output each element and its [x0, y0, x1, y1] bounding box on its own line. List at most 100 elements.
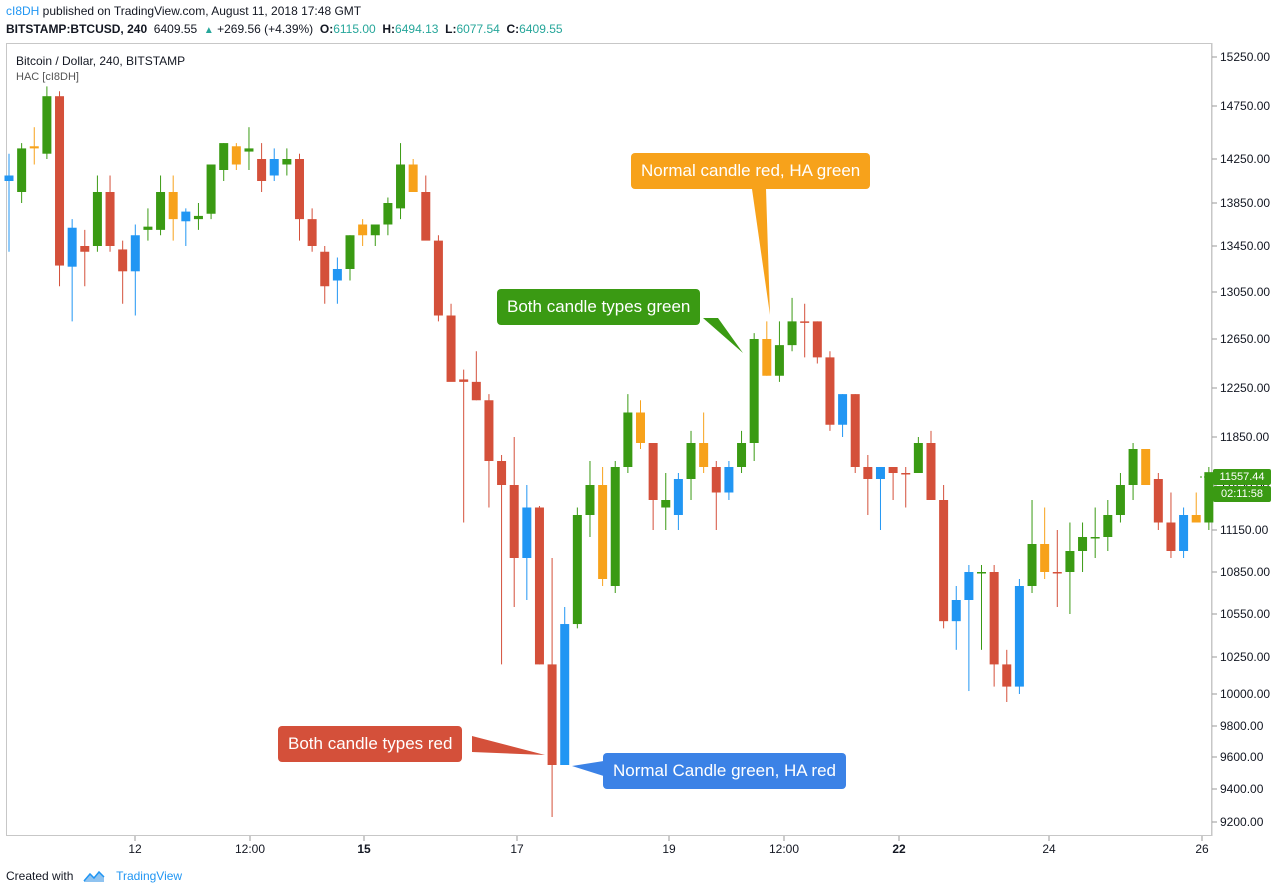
x-tick-label: 24	[1042, 842, 1056, 856]
candle-body	[484, 400, 494, 461]
y-tick-label: 14750.00	[1220, 99, 1270, 113]
candle-body	[244, 148, 254, 152]
callout-pointer-green	[703, 318, 743, 353]
candle-body	[358, 224, 368, 236]
high-value: 6494.13	[395, 22, 439, 36]
candle-body	[951, 600, 961, 622]
y-tick-label: 10250.00	[1220, 650, 1270, 664]
indicator-legend[interactable]: HAC [cI8DH]	[16, 71, 79, 83]
tradingview-logo-icon	[83, 870, 105, 882]
candle-body	[585, 485, 595, 515]
candle-body	[332, 269, 342, 281]
last-price: 6409.55	[153, 22, 198, 36]
y-tick-label: 10850.00	[1220, 565, 1270, 579]
candle-body	[1128, 449, 1138, 485]
footer: Created with TradingView	[6, 869, 182, 884]
x-tick-label: 15	[357, 842, 371, 856]
candle-body	[1179, 515, 1189, 551]
candle-body	[774, 345, 784, 376]
ohlc-line: BITSTAMP:BTCUSD, 240 6409.55 ▲ +269.56 (…	[6, 22, 563, 36]
candle-body	[1204, 472, 1214, 523]
candle-body	[598, 485, 608, 579]
candle-body	[294, 159, 304, 220]
candle-body	[471, 381, 481, 401]
callout-both-green: Both candle types green	[497, 289, 701, 325]
candle-body	[1052, 572, 1062, 574]
candle-body	[926, 443, 936, 500]
candle-body	[648, 443, 658, 500]
candle-body	[118, 249, 128, 272]
candle-body	[964, 572, 974, 600]
candle-body	[1166, 522, 1176, 551]
candle-body	[1141, 449, 1151, 485]
created-with-text: Created with	[6, 869, 74, 883]
y-tick-label: 12650.00	[1220, 332, 1270, 346]
candle-body	[80, 246, 90, 252]
candle-body	[800, 321, 810, 323]
candle-body	[168, 192, 178, 220]
candle-body	[875, 467, 885, 479]
candle-body	[913, 443, 923, 473]
candle-body	[888, 467, 898, 473]
candle-body	[661, 500, 671, 508]
x-tick-label: 26	[1195, 842, 1209, 856]
candle-body	[396, 164, 406, 209]
y-tick-label: 11150.00	[1220, 523, 1269, 537]
candle-body	[257, 159, 267, 181]
candle-body	[459, 379, 469, 382]
candle-body	[1153, 479, 1163, 523]
callout-normal-red-ha-green: Normal candle red, HA green	[631, 153, 871, 189]
candle-body	[724, 467, 734, 493]
author-name[interactable]: cI8DH	[6, 4, 40, 18]
x-tick-label: 12:00	[769, 842, 799, 856]
candle-body	[408, 164, 418, 192]
candle-body	[863, 467, 873, 479]
y-tick-label: 9400.00	[1220, 782, 1264, 796]
candle-body	[206, 164, 216, 214]
candle-body	[269, 159, 279, 176]
change-value: +269.56 (+4.39%)	[217, 22, 314, 36]
candle-body	[686, 443, 696, 479]
candle-body	[560, 624, 570, 765]
y-tick-label: 10000.00	[1220, 687, 1270, 701]
candle-body	[838, 394, 848, 425]
candle-body	[737, 443, 747, 467]
candle-body	[383, 203, 393, 225]
x-tick-label: 19	[662, 842, 676, 856]
candle-body	[421, 192, 431, 241]
candle-body	[446, 315, 456, 382]
callout-normal-green-ha-red: Normal Candle green, HA red	[603, 753, 847, 789]
candle-body	[787, 321, 797, 346]
candle-body	[989, 572, 999, 665]
candle-body	[143, 226, 153, 230]
candle-body	[901, 473, 911, 475]
candle-body	[1103, 515, 1113, 537]
candle-body	[1115, 485, 1125, 515]
y-tick-label: 14250.00	[1220, 152, 1270, 166]
candle-body	[67, 227, 77, 267]
candle-body	[181, 211, 191, 222]
candle-body	[1014, 586, 1024, 687]
candle-body	[762, 339, 772, 376]
high-label: H:	[382, 22, 396, 36]
close-label: C:	[506, 22, 520, 36]
candle-body	[636, 412, 645, 443]
candle-body	[1027, 544, 1037, 586]
candle-body	[534, 507, 544, 665]
close-value: 6409.55	[519, 22, 563, 36]
y-tick-label: 11850.00	[1220, 430, 1269, 444]
callout-both-red: Both candle types red	[278, 726, 463, 762]
tradingview-brand[interactable]: TradingView	[116, 869, 183, 883]
candle-body	[130, 235, 140, 272]
candle-body	[850, 394, 860, 467]
candle-body	[522, 507, 532, 558]
candle-body	[42, 96, 52, 154]
candle-body	[282, 159, 292, 165]
published-text: published on TradingView.com, August 11,…	[39, 4, 362, 18]
candle-body	[623, 412, 633, 467]
symbol-label: BITSTAMP:BTCUSD, 240	[6, 22, 148, 36]
y-tick-label: 9600.00	[1220, 750, 1264, 764]
candle-body	[219, 143, 229, 170]
x-tick-label: 12	[128, 842, 142, 856]
